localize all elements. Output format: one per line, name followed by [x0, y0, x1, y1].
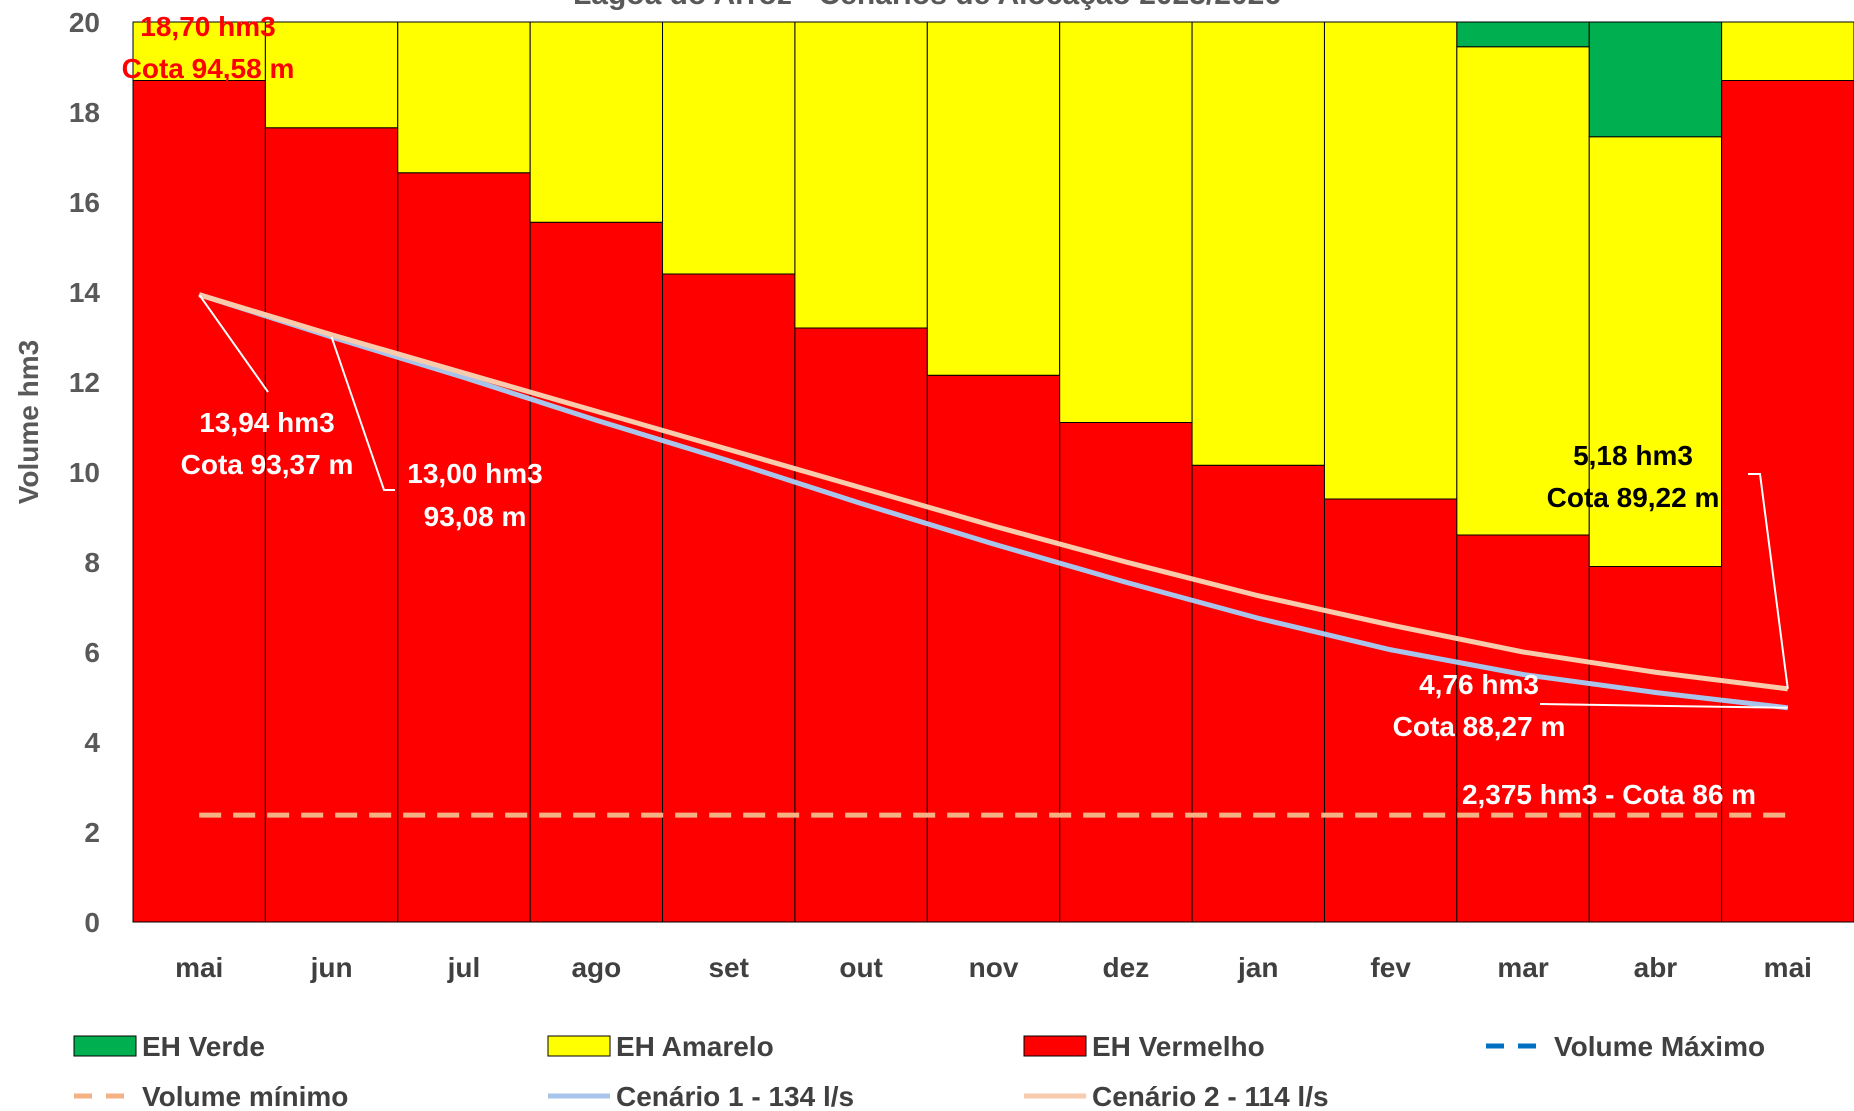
bar-eh-amarelo-2 [397, 21, 531, 174]
lines-group [198, 292, 1789, 818]
annotation-label: 4,76 hm3 [1419, 669, 1539, 700]
annotation-label: Cota 89,22 m [1547, 482, 1720, 513]
bar-eh-amarelo-8 [1191, 21, 1325, 466]
bar-eh-amarelo-9 [1323, 21, 1458, 500]
annotation-leader [1748, 473, 1789, 690]
legend-swatch-eh-amarelo [547, 1035, 611, 1057]
legend-label-volume-m-ximo: Volume Máximo [1554, 1031, 1765, 1062]
annotation-label: 5,18 hm3 [1573, 440, 1693, 471]
y-tick-label: 2 [84, 817, 100, 848]
annotation-label: Cota 88,27 m [1393, 711, 1566, 742]
bar-eh-vermelho-8 [1191, 464, 1325, 923]
line-cen-rio-2-114-l-s [198, 292, 1789, 692]
bar-eh-amarelo-7 [1059, 21, 1193, 423]
bar-eh-vermelho-5 [794, 327, 928, 923]
annotation-leader [198, 294, 269, 393]
bar-eh-vermelho-10 [1456, 534, 1590, 923]
x-tick-label: out [839, 952, 883, 983]
bar-eh-vermelho-1 [264, 127, 399, 923]
y-tick-label: 8 [84, 547, 100, 578]
bar-eh-vermelho-4 [662, 273, 796, 923]
y-tick-label: 18 [69, 97, 100, 128]
y-tick-label: 0 [84, 907, 100, 938]
x-tick-label: mai [1764, 952, 1812, 983]
legend-swatch-eh-verde [73, 1035, 137, 1057]
bar-eh-vermelho-9 [1323, 498, 1458, 923]
annotation-label: 18,70 hm3 [140, 11, 275, 42]
bar-eh-amarelo-11 [1588, 136, 1723, 567]
annotations-group: 18,70 hm3 Cota 94,58 m 13,94 hm3 Cota 93,37… [122, 11, 1789, 810]
bar-eh-amarelo-0 [132, 21, 266, 81]
annotation-label: 13,94 hm3 [199, 407, 334, 438]
annotation-leader [1539, 703, 1788, 709]
legend-swatch-eh-vermelho [1023, 1035, 1087, 1057]
bar-eh-amarelo-5 [794, 21, 928, 329]
y-tick-label: 16 [69, 187, 100, 218]
bar-eh-vermelho-11 [1588, 566, 1723, 923]
legend-label-volume-m-nimo: Volume mínimo [142, 1081, 348, 1111]
x-tick-label: set [708, 952, 748, 983]
legend-label-cen-rio-2-114-l-s: Cenário 2 - 114 l/s [1092, 1081, 1329, 1111]
x-tick-label: ago [571, 952, 621, 983]
y-axis-label: Volume hm3 [13, 340, 44, 504]
legend-label-eh-amarelo: EH Amarelo [616, 1031, 774, 1062]
bar-eh-vermelho-0 [132, 80, 266, 923]
legend-label-eh-vermelho: EH Vermelho [1092, 1031, 1265, 1062]
y-tick-label: 14 [69, 277, 101, 308]
annotation-leader [330, 336, 395, 491]
bar-eh-amarelo-4 [662, 21, 796, 275]
bar-eh-verde-11 [1588, 21, 1723, 138]
legend-label-eh-verde: EH Verde [142, 1031, 265, 1062]
x-tick-label: fev [1370, 952, 1411, 983]
x-tick-label: abr [1634, 952, 1678, 983]
x-tick-label: mai [175, 952, 223, 983]
bar-eh-verde-10 [1456, 21, 1590, 48]
bar-eh-vermelho-2 [397, 172, 531, 923]
x-tick-label: jan [1237, 952, 1278, 983]
x-tick-label: dez [1103, 952, 1150, 983]
chart-title: Lagoa do Arroz - Cenários de Alocação 20… [573, 0, 1281, 11]
annotation-label: 93,08 m [424, 501, 527, 532]
annotation-label: 13,00 hm3 [407, 458, 542, 489]
bar-eh-vermelho-3 [529, 221, 664, 923]
bar-eh-vermelho-12 [1721, 80, 1854, 923]
bar-eh-amarelo-1 [264, 21, 399, 129]
y-tick-label: 4 [84, 727, 100, 758]
bar-eh-amarelo-6 [926, 21, 1061, 376]
axes-group: 0 2 4 6 8 10 12 14 16 18 20 mai jun jul ago set out nov de… [69, 7, 1854, 983]
bars-group [132, 21, 1854, 923]
legend-label-cen-rio-1-134-l-s: Cenário 1 - 134 l/s [616, 1081, 854, 1111]
bar-eh-vermelho-7 [1059, 422, 1193, 923]
x-tick-label: nov [969, 952, 1019, 983]
y-tick-label: 10 [69, 457, 100, 488]
x-tick-label: jul [447, 952, 481, 983]
legend: EH Verde EH Amarelo EH Vermelho Volume Máxi… [73, 1031, 1765, 1111]
y-tick-label: 6 [84, 637, 100, 668]
annotation-label: 2,375 hm3 - Cota 86 m [1462, 779, 1756, 810]
x-tick-label: jun [310, 952, 353, 983]
bar-eh-vermelho-6 [926, 374, 1061, 923]
bar-eh-amarelo-10 [1456, 46, 1590, 536]
y-tick-label: 12 [69, 367, 100, 398]
y-tick-label: 20 [69, 7, 100, 38]
annotation-label: Cota 93,37 m [181, 449, 354, 480]
bar-eh-amarelo-12 [1721, 21, 1854, 81]
bar-eh-amarelo-3 [529, 21, 664, 223]
annotation-label: Cota 94,58 m [122, 53, 295, 84]
x-tick-label: mar [1497, 952, 1548, 983]
line-cen-rio-1-134-l-s [198, 292, 1789, 711]
